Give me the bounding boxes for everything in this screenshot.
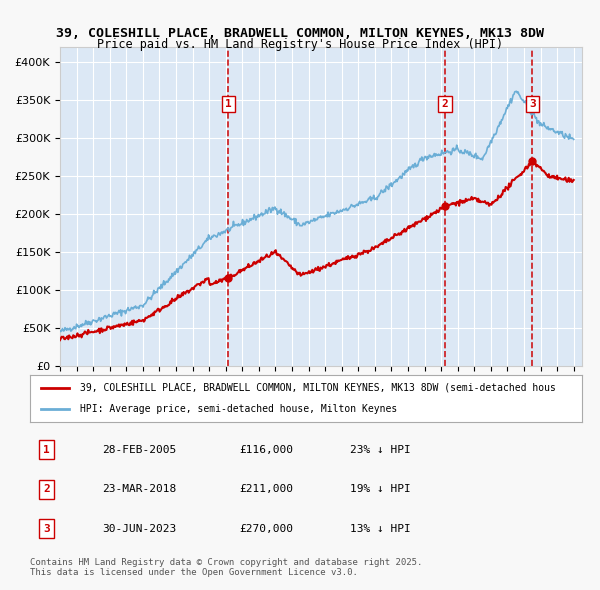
Text: 2: 2 — [442, 99, 448, 109]
Text: Price paid vs. HM Land Registry's House Price Index (HPI): Price paid vs. HM Land Registry's House … — [97, 38, 503, 51]
Text: 2: 2 — [43, 484, 50, 494]
Text: 30-JUN-2023: 30-JUN-2023 — [102, 524, 176, 534]
Text: HPI: Average price, semi-detached house, Milton Keynes: HPI: Average price, semi-detached house,… — [80, 404, 397, 414]
Text: 1: 1 — [225, 99, 232, 109]
Text: 39, COLESHILL PLACE, BRADWELL COMMON, MILTON KEYNES, MK13 8DW (semi-detached hou: 39, COLESHILL PLACE, BRADWELL COMMON, MI… — [80, 383, 556, 393]
Text: 39, COLESHILL PLACE, BRADWELL COMMON, MILTON KEYNES, MK13 8DW: 39, COLESHILL PLACE, BRADWELL COMMON, MI… — [56, 27, 544, 40]
Text: 19% ↓ HPI: 19% ↓ HPI — [350, 484, 411, 494]
Text: 23-MAR-2018: 23-MAR-2018 — [102, 484, 176, 494]
Text: 23% ↓ HPI: 23% ↓ HPI — [350, 445, 411, 454]
Text: 28-FEB-2005: 28-FEB-2005 — [102, 445, 176, 454]
Text: £270,000: £270,000 — [240, 524, 294, 534]
Text: 1: 1 — [43, 445, 50, 454]
Text: £211,000: £211,000 — [240, 484, 294, 494]
Text: 3: 3 — [529, 99, 536, 109]
Text: 3: 3 — [43, 524, 50, 534]
Text: Contains HM Land Registry data © Crown copyright and database right 2025.
This d: Contains HM Land Registry data © Crown c… — [30, 558, 422, 577]
Text: 13% ↓ HPI: 13% ↓ HPI — [350, 524, 411, 534]
Text: £116,000: £116,000 — [240, 445, 294, 454]
